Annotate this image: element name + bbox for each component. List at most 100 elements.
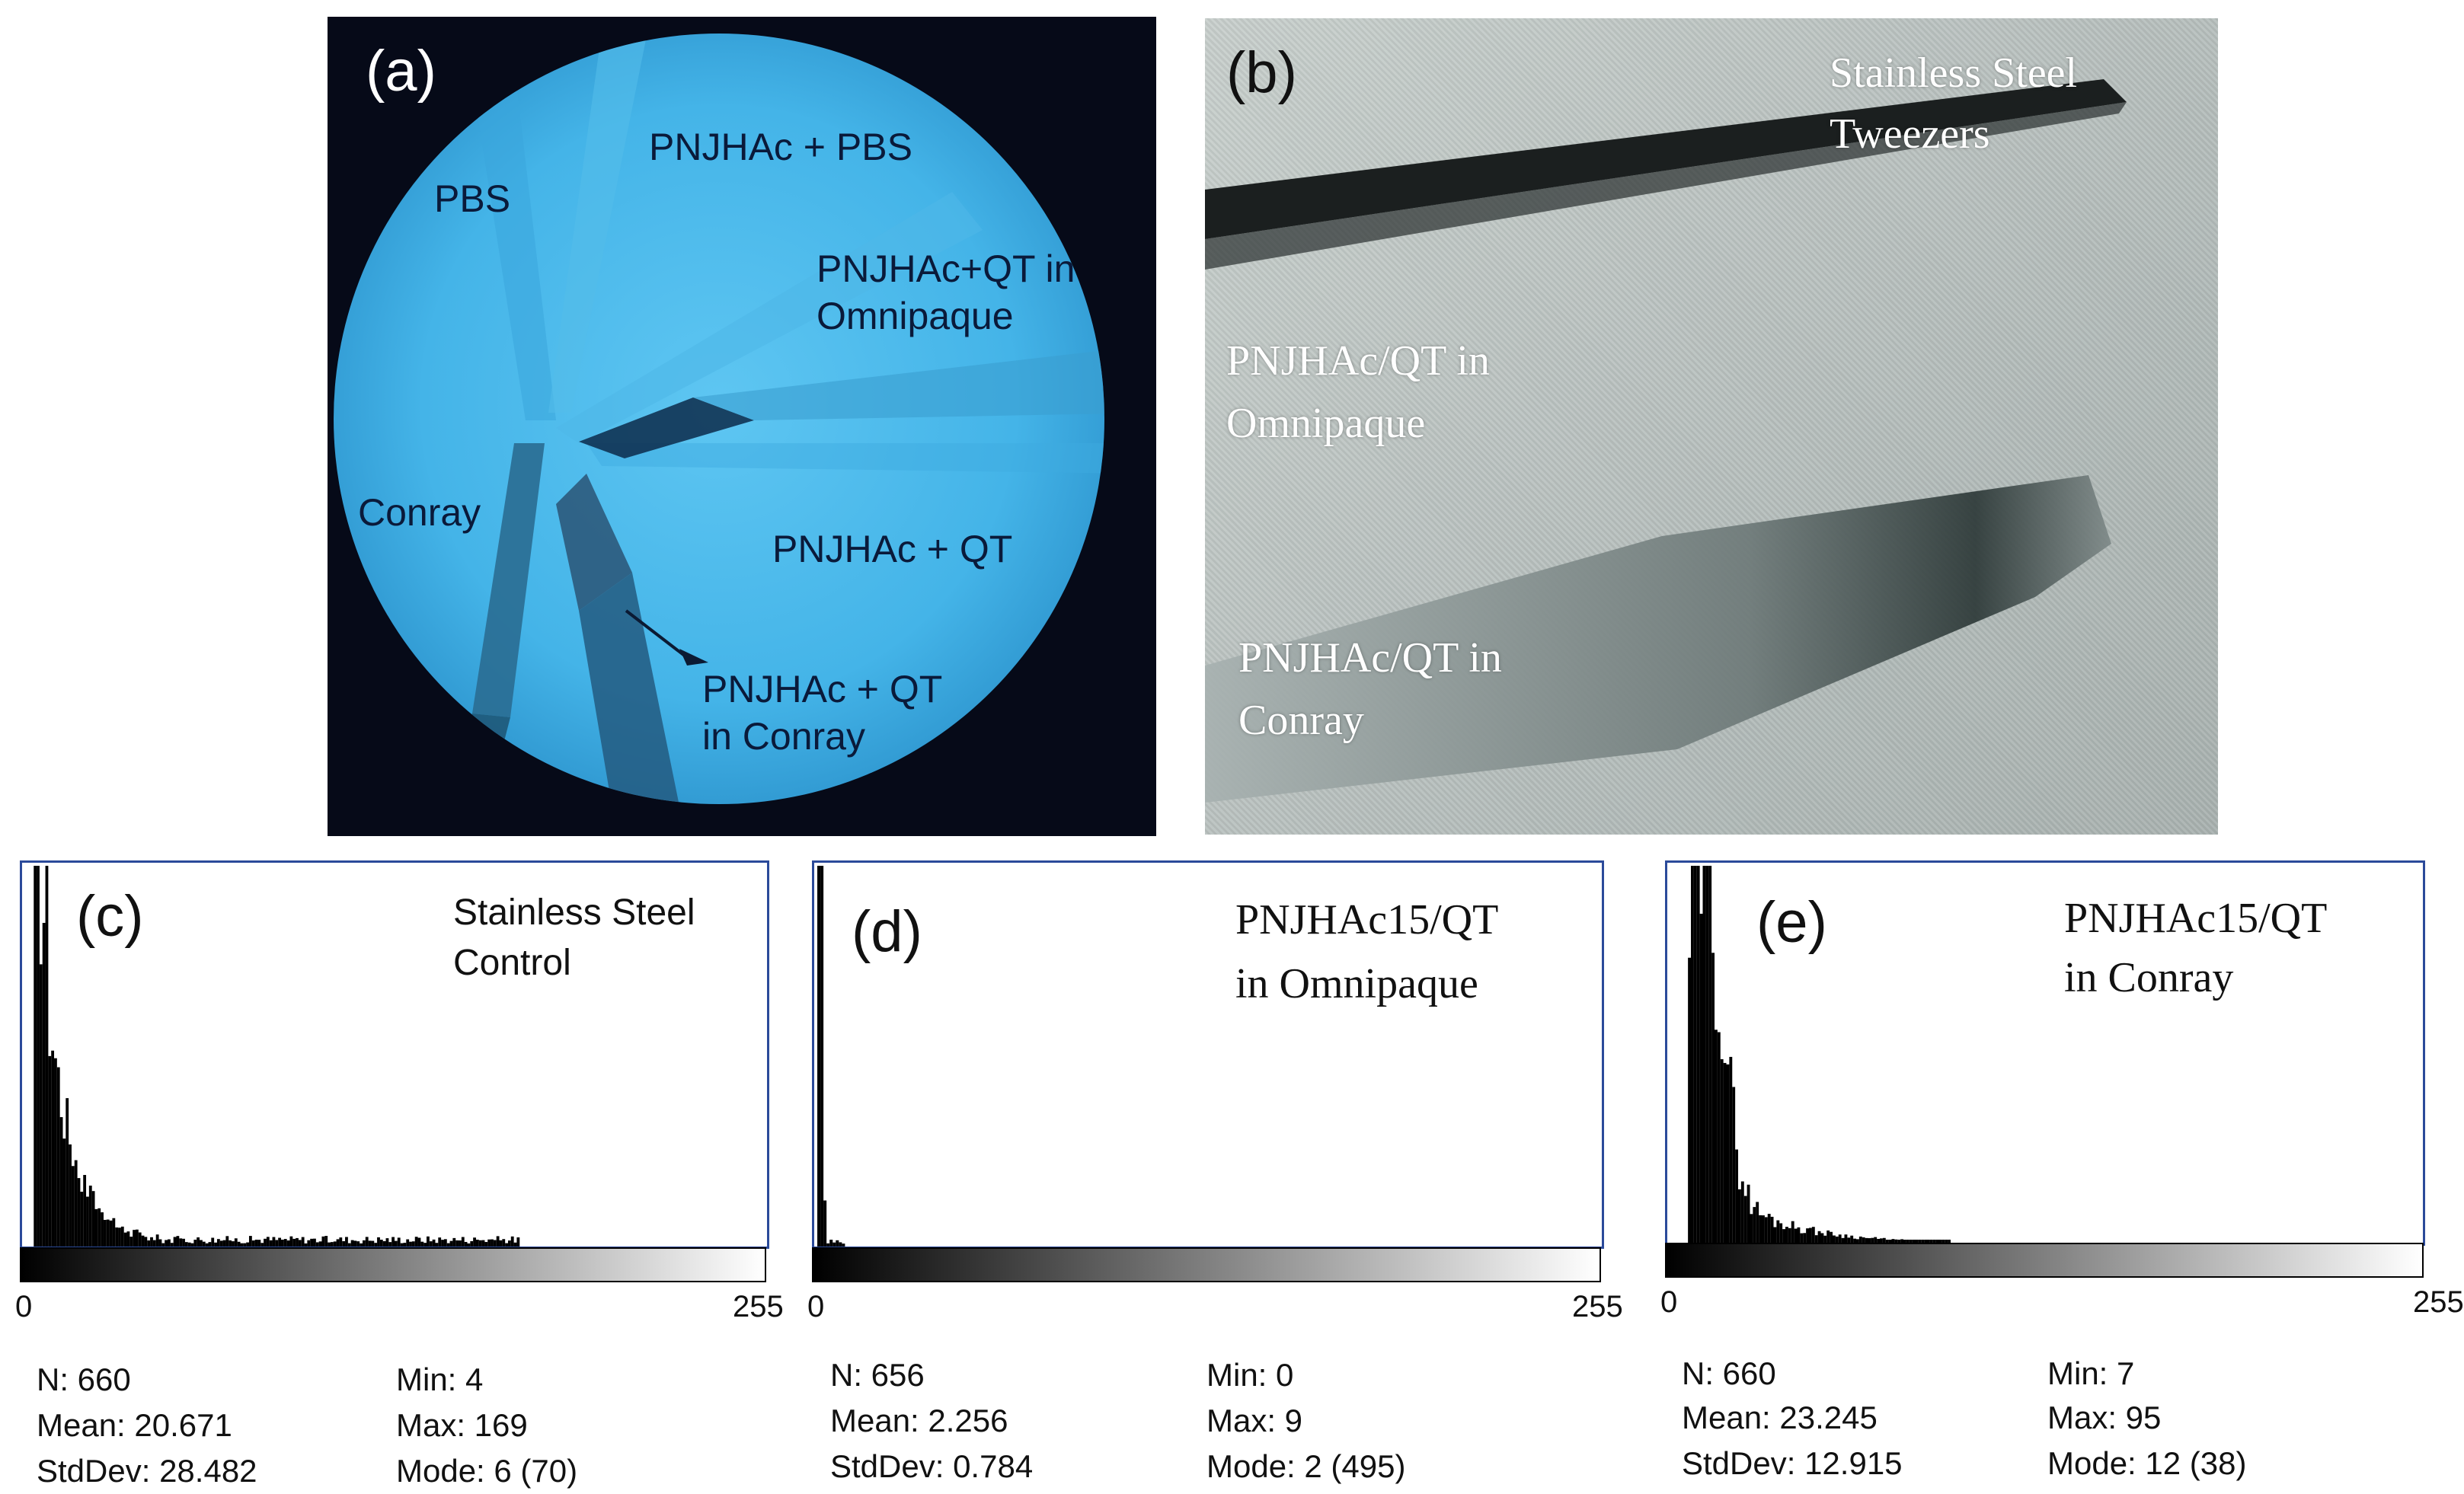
histogram-bar [432,1239,436,1247]
histogram-e-axis-max: 255 [2413,1285,2464,1319]
histogram-bar [77,1178,81,1247]
histogram-bar [126,1231,130,1247]
histogram-bar [211,1237,215,1247]
histogram-d-bars [817,866,845,1247]
histogram-bar [1806,1228,1810,1243]
histogram-bar [170,1243,174,1247]
histogram-bar [1788,1227,1791,1243]
panel-b-letter: (b) [1226,40,1297,105]
histogram-d-mode: Mode: 2 (495) [1206,1448,1406,1484]
histogram-d-n: N: 656 [830,1357,925,1393]
histogram-bar [1723,1062,1727,1243]
histogram-bar [214,1242,217,1247]
histogram-bar [176,1236,180,1247]
histogram-bar [516,1237,520,1247]
histogram-bar [292,1238,296,1247]
histogram-bar [56,1067,60,1247]
histogram-bar [1841,1237,1845,1243]
histogram-bar [1753,1207,1756,1243]
histogram-bar [417,1237,421,1247]
histogram-bar [362,1240,366,1247]
histogram-bar [1691,866,1694,1243]
histogram-bar [1779,1223,1783,1243]
histogram-bar [289,1236,293,1247]
histogram-bar [1735,1149,1739,1243]
histogram-bar [296,1237,299,1247]
histogram-bar [1794,1228,1798,1243]
histogram-bar [1897,1240,1901,1243]
histogram-d-title-line1: PNJHAc15/QT [1235,896,1499,943]
histogram-bar [88,1186,92,1247]
histogram-bar [1847,1237,1851,1243]
histogram-bar [1711,953,1715,1243]
histogram-bar [240,1243,244,1247]
histogram-bar [377,1237,380,1247]
label-conray: Conray [358,491,481,534]
histogram-bar [1702,866,1706,1243]
histogram-e-axis-min: 0 [1660,1285,1678,1319]
histogram-bar [1850,1235,1854,1243]
histogram-bar [1688,957,1692,1243]
histogram-bar [184,1242,188,1247]
histogram-bar [118,1227,121,1247]
histogram-bar [123,1232,127,1247]
histogram-bar [510,1236,514,1247]
histogram-bar [446,1243,450,1247]
histogram-bar [1797,1227,1801,1243]
histogram-bar [83,1175,87,1247]
histogram-bar [1909,1240,1913,1243]
histogram-bar [155,1234,159,1247]
histogram-bar [461,1237,465,1247]
histogram-bar [397,1237,401,1247]
histogram-bar [411,1241,415,1247]
histogram-d-title-line2: in Omnipaque [1235,960,1478,1007]
histogram-d-axis-max: 255 [1572,1290,1623,1323]
histogram-bar [1826,1230,1830,1243]
histogram-bar [1747,1184,1750,1243]
histogram-bar [1906,1240,1910,1243]
histogram-bar [1773,1227,1777,1243]
histogram-bar [385,1238,389,1247]
histogram-bar [1862,1237,1865,1243]
histogram-bar [406,1239,410,1247]
histogram-c-axis-max: 255 [733,1290,784,1323]
histogram-bar [1715,1030,1718,1243]
histogram-bar [301,1237,305,1247]
histogram-bar [496,1236,500,1247]
histogram-bar [1948,1240,1951,1243]
histogram-bar [232,1241,235,1247]
histogram-e-plot [1665,860,2425,1246]
histogram-bar [464,1241,468,1247]
histogram-e-letter: (e) [1756,890,1827,955]
histogram-c-title-line1: Stainless Steel [453,892,695,933]
histogram-bar [74,1160,78,1247]
histogram-bar [1785,1227,1788,1243]
histogram-bar [1764,1217,1768,1243]
histogram-bar [54,1058,57,1247]
histogram-bar [1717,1032,1721,1243]
histogram-bar [467,1243,471,1247]
histogram-d-min: Min: 0 [1206,1357,1294,1393]
histogram-bar [403,1243,407,1247]
histogram-bar [836,1240,839,1247]
histogram-bar [502,1239,506,1247]
histogram-bar [1776,1220,1780,1243]
histogram-d-gray-scale-bar [812,1247,1601,1282]
histogram-bar [39,964,43,1247]
histogram-bar [1759,1215,1763,1243]
histogram-bar [1900,1239,1904,1243]
histogram-bar [459,1240,462,1247]
histogram-bar [1935,1240,1939,1243]
histogram-bar [484,1242,488,1247]
histogram-bar [826,1243,830,1247]
histogram-bar [225,1236,229,1247]
histogram-bar [513,1242,517,1247]
histogram-bar [219,1240,223,1247]
histogram-bar [1830,1231,1833,1243]
histogram-bar [1865,1237,1868,1243]
histogram-bar [144,1237,148,1247]
histogram-e-title-line1: PNJHAc15/QT [2064,895,2328,942]
histogram-e-min: Min: 7 [2047,1355,2135,1391]
histogram-bar [1835,1236,1839,1243]
histogram-c-letter: (c) [76,884,144,949]
